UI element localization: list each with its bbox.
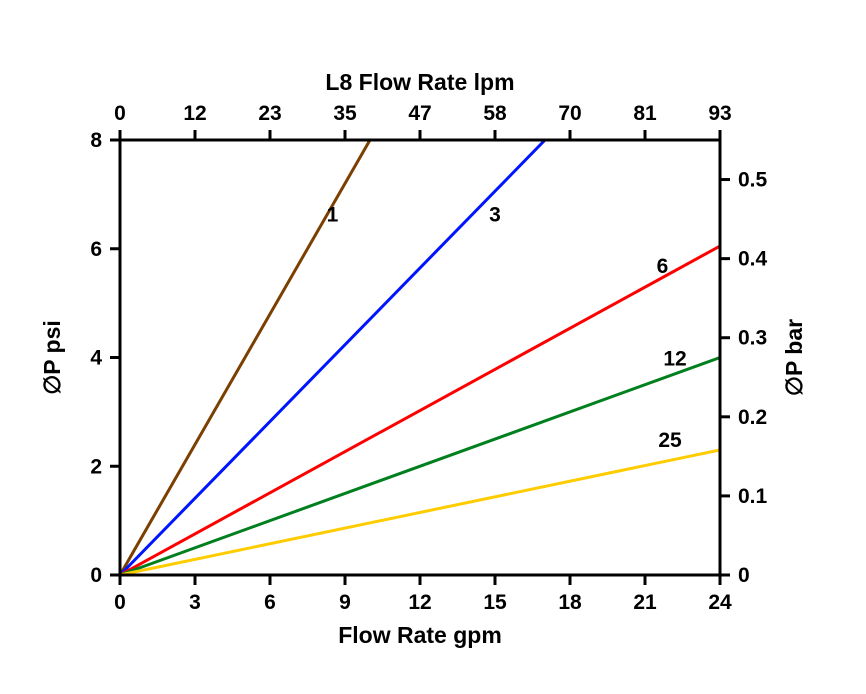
y-right-tick-label: 0.3 xyxy=(738,327,767,350)
y-right-tick-label: 0 xyxy=(738,564,750,587)
series-label-1: 1 xyxy=(327,204,339,227)
series-label-3: 3 xyxy=(489,204,501,227)
x-top-tick-label: 70 xyxy=(558,102,581,125)
y-left-tick-label: 2 xyxy=(90,455,102,478)
series-label-25: 25 xyxy=(658,429,682,452)
series-label-6: 6 xyxy=(657,255,669,278)
x-top-axis-label: L8 Flow Rate lpm xyxy=(325,69,514,95)
x-bottom-tick-label: 15 xyxy=(483,591,507,614)
x-top-tick-label: 93 xyxy=(708,102,731,125)
x-bottom-tick-label: 18 xyxy=(558,591,582,614)
series-label-12: 12 xyxy=(663,348,686,371)
x-bottom-tick-label: 9 xyxy=(339,591,351,614)
x-top-tick-label: 35 xyxy=(333,102,357,125)
y-right-tick-label: 0.1 xyxy=(738,485,768,508)
x-bottom-tick-label: 24 xyxy=(708,591,732,614)
x-bottom-tick-label: 6 xyxy=(264,591,276,614)
y-right-tick-label: 0.4 xyxy=(738,248,768,271)
chart-svg: 03691215182124Flow Rate gpm0122335475870… xyxy=(0,0,866,694)
y-left-tick-label: 4 xyxy=(90,347,102,370)
y-right-tick-label: 0.5 xyxy=(738,169,768,192)
y-right-axis-label: ∅P bar xyxy=(781,319,807,396)
x-top-tick-label: 23 xyxy=(258,102,281,125)
x-top-tick-label: 58 xyxy=(483,102,507,125)
x-bottom-tick-label: 3 xyxy=(189,591,201,614)
x-bottom-axis-label: Flow Rate gpm xyxy=(338,622,502,648)
pressure-flow-chart: 03691215182124Flow Rate gpm0122335475870… xyxy=(0,0,866,694)
x-top-tick-label: 47 xyxy=(408,102,431,125)
y-left-tick-label: 6 xyxy=(90,238,102,261)
x-bottom-tick-label: 12 xyxy=(408,591,431,614)
x-top-tick-label: 81 xyxy=(633,102,657,125)
y-left-tick-label: 0 xyxy=(90,564,102,587)
x-top-tick-label: 0 xyxy=(114,102,126,125)
x-top-tick-label: 12 xyxy=(183,102,206,125)
x-bottom-tick-label: 0 xyxy=(114,591,126,614)
y-left-tick-label: 8 xyxy=(90,129,102,152)
x-bottom-tick-label: 21 xyxy=(633,591,657,614)
y-right-tick-label: 0.2 xyxy=(738,406,767,429)
y-left-axis-label: ∅P psi xyxy=(39,320,65,395)
